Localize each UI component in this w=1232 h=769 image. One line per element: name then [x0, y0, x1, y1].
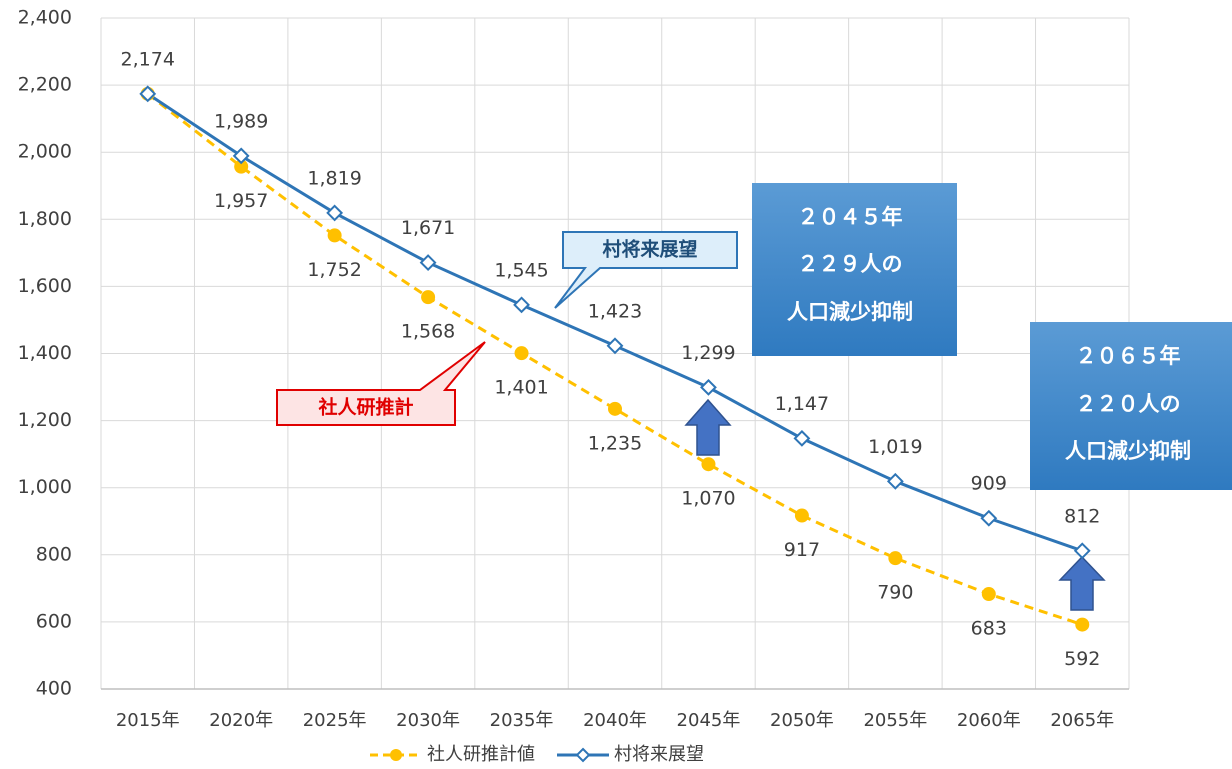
point [513, 296, 530, 314]
data-label: 1,401 [494, 377, 548, 399]
annotation-box [752, 183, 957, 356]
annotation-text: 人口減少抑制 [787, 300, 913, 324]
y-tick-label: 2,400 [18, 7, 72, 29]
y-tick-label: 1,400 [18, 342, 72, 364]
x-tick-label: 2030年 [396, 710, 460, 731]
data-label: 1,070 [681, 488, 735, 510]
annotation-text: ２０６５年 [1076, 344, 1181, 368]
y-tick-label: 1,800 [18, 208, 72, 230]
point [700, 378, 717, 396]
data-label: 1,423 [588, 300, 642, 322]
point [980, 509, 998, 527]
data-label: 1,671 [401, 217, 455, 239]
x-tick-label: 2060年 [957, 710, 1021, 731]
x-tick-label: 2015年 [116, 710, 180, 731]
legend-marker [575, 747, 591, 763]
x-tick-label: 2055年 [863, 710, 927, 731]
x-tick-label: 2020年 [209, 710, 273, 731]
x-tick-label: 2045年 [677, 710, 741, 731]
point [794, 508, 809, 523]
x-tick-label: 2065年 [1050, 710, 1114, 731]
point [419, 254, 437, 271]
legend-label: 村将来展望 [614, 744, 704, 765]
legend-label: 社人研推計値 [427, 744, 535, 765]
point [793, 429, 811, 447]
data-label: 1,819 [307, 167, 361, 189]
point [888, 551, 903, 566]
point [701, 457, 716, 472]
annotation-box [1030, 322, 1232, 490]
point [1073, 542, 1091, 560]
point [886, 472, 904, 490]
y-tick-label: 1,000 [18, 476, 72, 498]
data-label: 1,147 [775, 393, 829, 415]
y-tick-label: 1,200 [18, 409, 72, 431]
data-label: 1,752 [307, 259, 361, 281]
annotation-text: ２０４５年 [798, 205, 903, 229]
legend-marker [390, 749, 402, 761]
point [981, 587, 996, 602]
point [421, 290, 436, 305]
point [608, 401, 622, 416]
point [514, 346, 529, 361]
data-label: 2,174 [121, 48, 175, 70]
point [327, 228, 342, 243]
data-label: 1,957 [214, 190, 268, 212]
data-label: 917 [784, 539, 820, 561]
data-label: 592 [1064, 648, 1100, 670]
x-tick-label: 2040年 [583, 710, 647, 731]
annotation-text: ２２０人の [1076, 392, 1181, 416]
y-tick-label: 2,000 [18, 141, 72, 163]
y-tick-label: 600 [36, 610, 72, 632]
callout-label: 村将来展望 [602, 238, 697, 261]
data-label: 1,568 [401, 321, 455, 343]
point [326, 204, 344, 222]
y-tick-label: 400 [36, 678, 72, 700]
point [234, 159, 249, 174]
data-label: 1,545 [494, 259, 548, 281]
annotation-text: ２２９人の [798, 252, 903, 276]
data-label: 909 [971, 473, 1007, 495]
callout-label: 社人研推計 [317, 396, 413, 419]
point [1075, 617, 1090, 632]
data-label: 683 [971, 618, 1007, 640]
callout-shape [276, 341, 486, 426]
callout-shape [554, 231, 738, 309]
data-label: 1,989 [214, 110, 268, 132]
x-tick-label: 2025年 [303, 710, 367, 731]
point [606, 337, 624, 355]
data-label: 1,299 [681, 342, 735, 364]
data-label: 1,235 [588, 432, 642, 454]
up-arrow [1058, 555, 1106, 611]
point [139, 85, 157, 103]
y-tick-label: 1,600 [18, 275, 72, 297]
data-label: 790 [877, 582, 913, 604]
y-tick-label: 2,200 [18, 74, 72, 96]
series-line [146, 92, 1083, 627]
x-tick-label: 2035年 [490, 710, 554, 731]
x-tick-label: 2050年 [770, 710, 834, 731]
annotation-text: 人口減少抑制 [1065, 439, 1191, 463]
y-tick-label: 800 [36, 543, 72, 565]
point [232, 147, 250, 165]
data-label: 812 [1064, 505, 1100, 527]
up-arrow [684, 398, 732, 456]
data-label: 1,019 [868, 436, 922, 458]
